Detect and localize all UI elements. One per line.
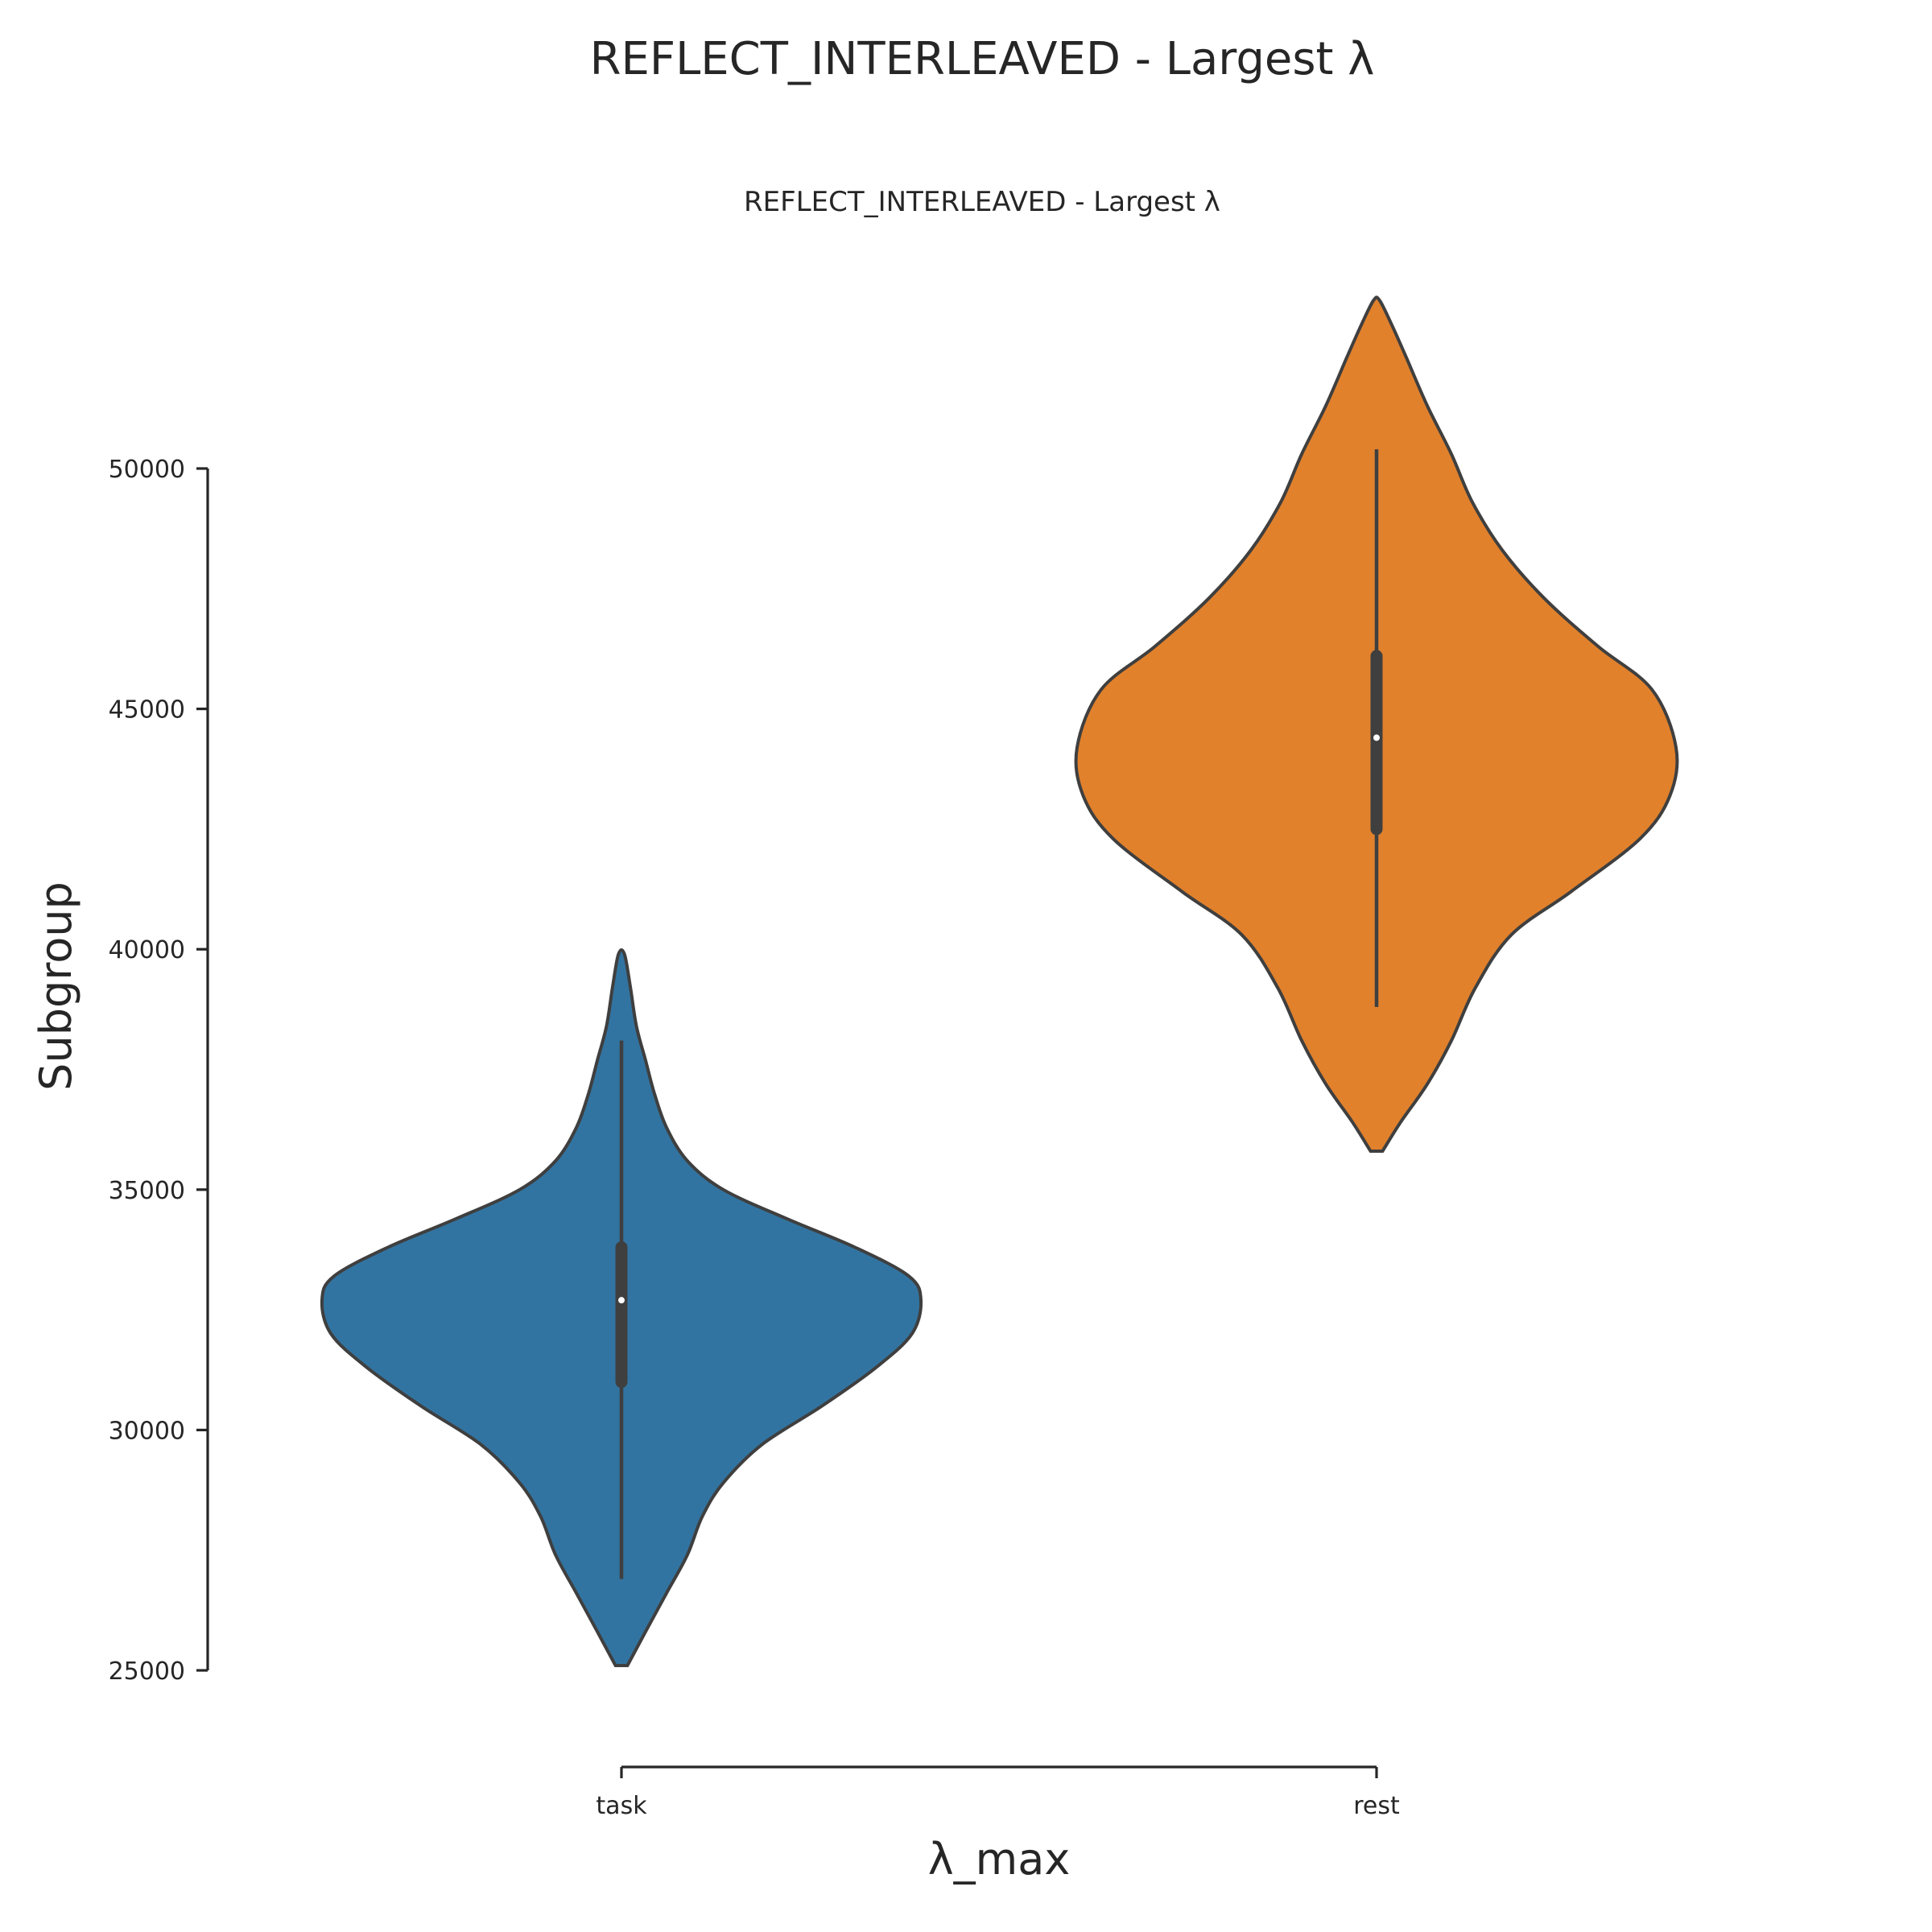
y-tick-label: 35000 bbox=[109, 1177, 185, 1205]
y-tick-label: 45000 bbox=[109, 696, 185, 724]
chart-title: REFLECT_INTERLEAVED - Largest λ bbox=[744, 186, 1220, 218]
x-tick-label: rest bbox=[1353, 1792, 1400, 1820]
figure-suptitle: REFLECT_INTERLEAVED - Largest λ bbox=[590, 33, 1375, 85]
y-ticks: 25000 30000 35000 40000 45000 50000 bbox=[109, 456, 208, 1686]
y-tick-label: 50000 bbox=[109, 456, 185, 484]
x-tick-label: task bbox=[596, 1792, 647, 1820]
violin-group bbox=[320, 295, 1679, 1667]
y-tick-label: 25000 bbox=[109, 1657, 185, 1686]
x-axis-label: λ_max bbox=[928, 1834, 1071, 1885]
y-tick-label: 30000 bbox=[109, 1417, 185, 1445]
y-tick-label: 40000 bbox=[109, 936, 185, 964]
x-ticks: task rest bbox=[596, 1767, 1400, 1820]
median-rest bbox=[1373, 734, 1380, 741]
y-axis-label: Subgroup bbox=[31, 881, 81, 1091]
median-task bbox=[618, 1297, 625, 1304]
